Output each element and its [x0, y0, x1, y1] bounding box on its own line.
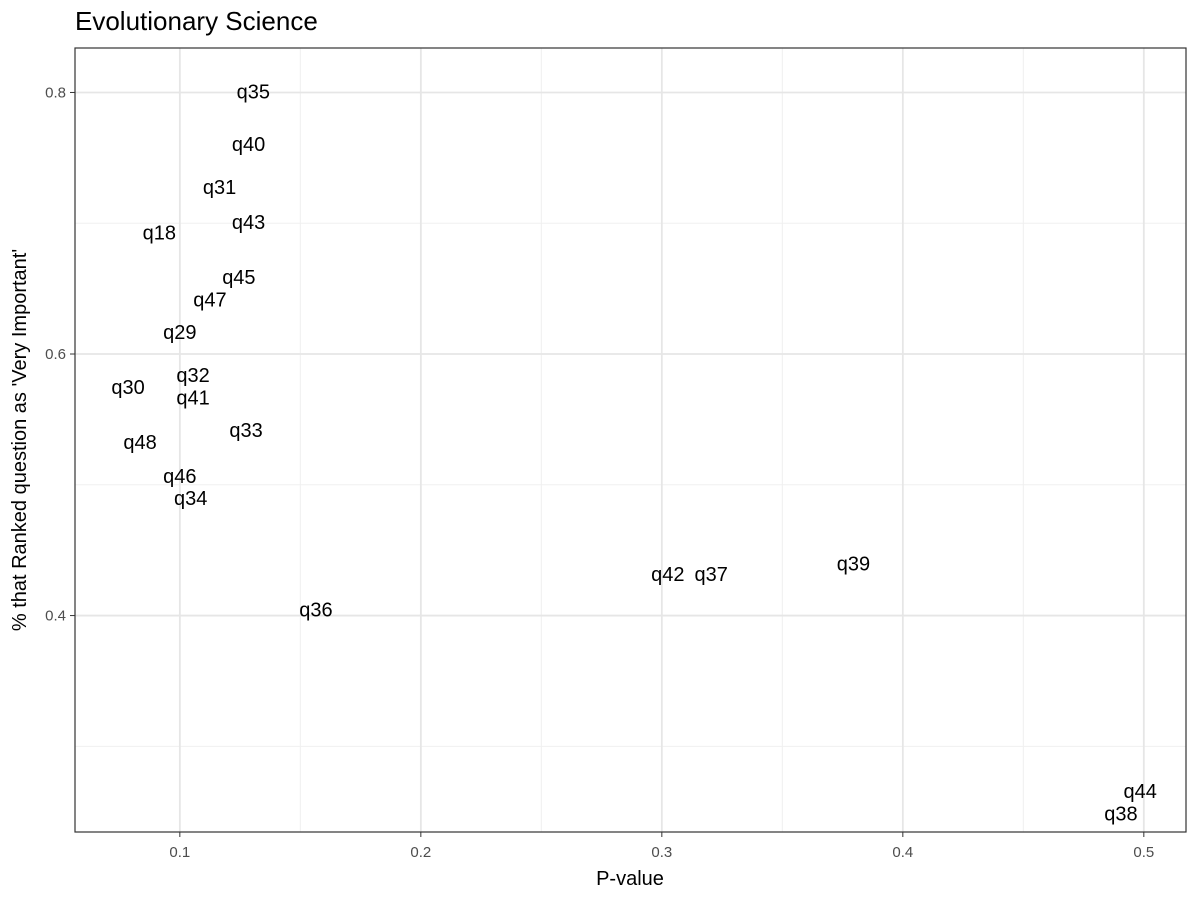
- x-axis-title: P-value: [596, 868, 664, 890]
- y-axis: 0.4 0.6 0.8: [45, 84, 75, 625]
- point-label-q18: q18: [143, 223, 176, 245]
- point-label-q32: q32: [176, 365, 209, 387]
- point-label-q29: q29: [163, 322, 196, 344]
- point-label-q34: q34: [174, 488, 207, 510]
- y-tick-label: 0.6: [45, 346, 66, 363]
- point-label-q35: q35: [237, 81, 270, 103]
- x-axis: 0.1 0.2 0.3 0.4 0.5: [169, 832, 1154, 861]
- x-tick-label: 0.4: [892, 844, 913, 861]
- y-axis-title: % that Ranked question as 'Very Importan…: [9, 249, 31, 631]
- point-label-q44: q44: [1124, 781, 1157, 803]
- x-tick-label: 0.1: [169, 844, 190, 861]
- point-label-q39: q39: [837, 554, 870, 576]
- plot-background: [75, 48, 1186, 832]
- point-label-q48: q48: [123, 432, 156, 454]
- point-label-q47: q47: [193, 289, 226, 311]
- y-tick-label: 0.8: [45, 84, 66, 101]
- point-label-q31: q31: [203, 177, 236, 199]
- x-tick-label: 0.5: [1133, 844, 1154, 861]
- x-tick-label: 0.2: [410, 844, 431, 861]
- point-label-q45: q45: [222, 267, 255, 289]
- grid-major: [75, 48, 1186, 832]
- point-label-q37: q37: [695, 564, 728, 586]
- point-label-q40: q40: [232, 134, 265, 156]
- x-tick-label: 0.3: [651, 844, 672, 861]
- point-label-q43: q43: [232, 212, 265, 234]
- chart-title: Evolutionary Science: [75, 6, 318, 36]
- point-label-q46: q46: [163, 466, 196, 488]
- grid-minor: [75, 48, 1186, 832]
- point-label-q38: q38: [1104, 803, 1137, 825]
- point-label-q30: q30: [111, 377, 144, 399]
- point-label-q42: q42: [651, 564, 684, 586]
- y-tick-label: 0.4: [45, 608, 66, 625]
- point-label-q41: q41: [176, 387, 209, 409]
- point-label-q36: q36: [299, 599, 332, 621]
- point-label-q33: q33: [229, 420, 262, 442]
- plot-border: [74, 47, 1187, 833]
